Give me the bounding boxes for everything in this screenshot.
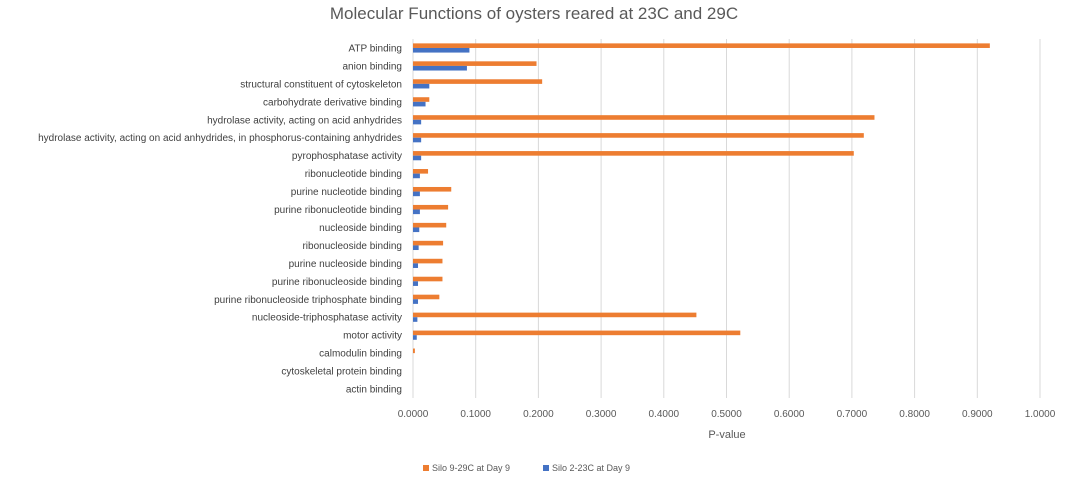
bar-series-2 (413, 209, 420, 215)
bar-series-2 (413, 173, 420, 179)
bar-series-1 (413, 330, 741, 336)
bar-series-2 (413, 65, 467, 71)
x-tick-label: 0.8000 (899, 409, 930, 420)
bar-series-2 (413, 101, 426, 107)
legend-label: Silo 2-23C at Day 9 (552, 463, 630, 473)
x-tick-label: 0.5000 (711, 409, 742, 420)
bar-series-1 (413, 79, 543, 84)
legend-label: Silo 9-29C at Day 9 (432, 463, 510, 473)
category-label: cytoskeletal protein binding (281, 367, 402, 378)
bar-series-2 (413, 281, 419, 286)
bar-series-2 (413, 299, 419, 304)
bar-series-1 (413, 186, 452, 192)
category-label: structural constituent of cytoskeleton (240, 79, 402, 90)
category-label: purine ribonucleotide binding (274, 205, 402, 216)
category-label: purine nucleoside binding (289, 259, 402, 270)
bar-series-1 (413, 43, 990, 48)
bar-series-2 (413, 335, 417, 340)
bar-series-1 (413, 348, 415, 354)
category-label: calmodulin binding (319, 349, 402, 360)
bar-series-1 (413, 97, 430, 102)
legend-swatch (423, 465, 429, 471)
legend: Silo 9-29C at Day 9 Silo 2-23C at Day 9 (423, 463, 630, 473)
bar-series-1 (413, 204, 449, 210)
bar-series-2 (413, 119, 422, 125)
x-axis-title: P-value (708, 429, 745, 441)
category-label: nucleoside binding (319, 223, 402, 234)
x-tick-label: 0.1000 (460, 409, 491, 420)
bar-series-1 (413, 115, 875, 120)
bar-series-1 (413, 276, 443, 282)
bar-series-2 (413, 155, 422, 161)
legend-swatch (543, 465, 549, 471)
bar-series-1 (413, 312, 697, 318)
bar-series-1 (413, 133, 864, 138)
category-label: carbohydrate derivative binding (263, 97, 402, 108)
bar-series-1 (413, 151, 854, 156)
category-label: purine ribonucleoside binding (272, 277, 402, 288)
bar-series-2 (413, 191, 420, 197)
bar-series-2 (413, 263, 419, 268)
chart-title: Molecular Functions of oysters reared at… (330, 4, 738, 23)
bar-series-2 (413, 137, 422, 143)
bar-series-1 (413, 169, 429, 174)
bar-series-2 (413, 317, 418, 322)
bar-series-2 (413, 245, 419, 251)
category-labels: ATP binding anion binding structural const… (38, 43, 402, 395)
category-label: motor activity (343, 331, 402, 342)
bar-series-2 (413, 83, 430, 89)
bars (413, 43, 990, 354)
bar-series-1 (413, 294, 440, 300)
bar-series-2 (413, 227, 420, 233)
category-label: purine nucleotide binding (291, 187, 402, 198)
bar-series-1 (413, 61, 537, 66)
x-tick-label: 0.0000 (398, 409, 429, 420)
category-label: hydrolase activity, acting on acid anhyd… (38, 133, 402, 144)
grid (412, 39, 1041, 398)
x-tick-labels: 0.0000 0.1000 0.2000 0.3000 0.4000 0.5000 0.60… (398, 409, 1056, 420)
category-label: hydrolase activity, acting on acid anhyd… (207, 115, 402, 126)
x-tick-label: 0.7000 (837, 409, 868, 420)
x-tick-label: 0.6000 (774, 409, 805, 420)
bar-series-1 (413, 222, 447, 228)
x-tick-label: 0.2000 (523, 409, 554, 420)
category-label: ribonucleoside binding (302, 241, 402, 252)
category-label: purine ribonucleoside triphosphate bindi… (214, 295, 402, 306)
bar-series-2 (413, 47, 470, 53)
x-tick-label: 0.4000 (649, 409, 680, 420)
category-label: nucleoside-triphosphatase activity (252, 313, 402, 324)
category-label: actin binding (346, 385, 402, 396)
category-label: anion binding (343, 61, 403, 72)
bar-series-1 (413, 240, 444, 246)
category-label: pyrophosphatase activity (292, 151, 402, 162)
category-label: ATP binding (348, 43, 402, 54)
x-tick-label: 1.0000 (1025, 409, 1056, 420)
x-tick-label: 0.3000 (586, 409, 617, 420)
category-label: ribonucleotide binding (305, 169, 402, 180)
bar-series-1 (413, 258, 443, 264)
x-tick-label: 0.9000 (962, 409, 993, 420)
